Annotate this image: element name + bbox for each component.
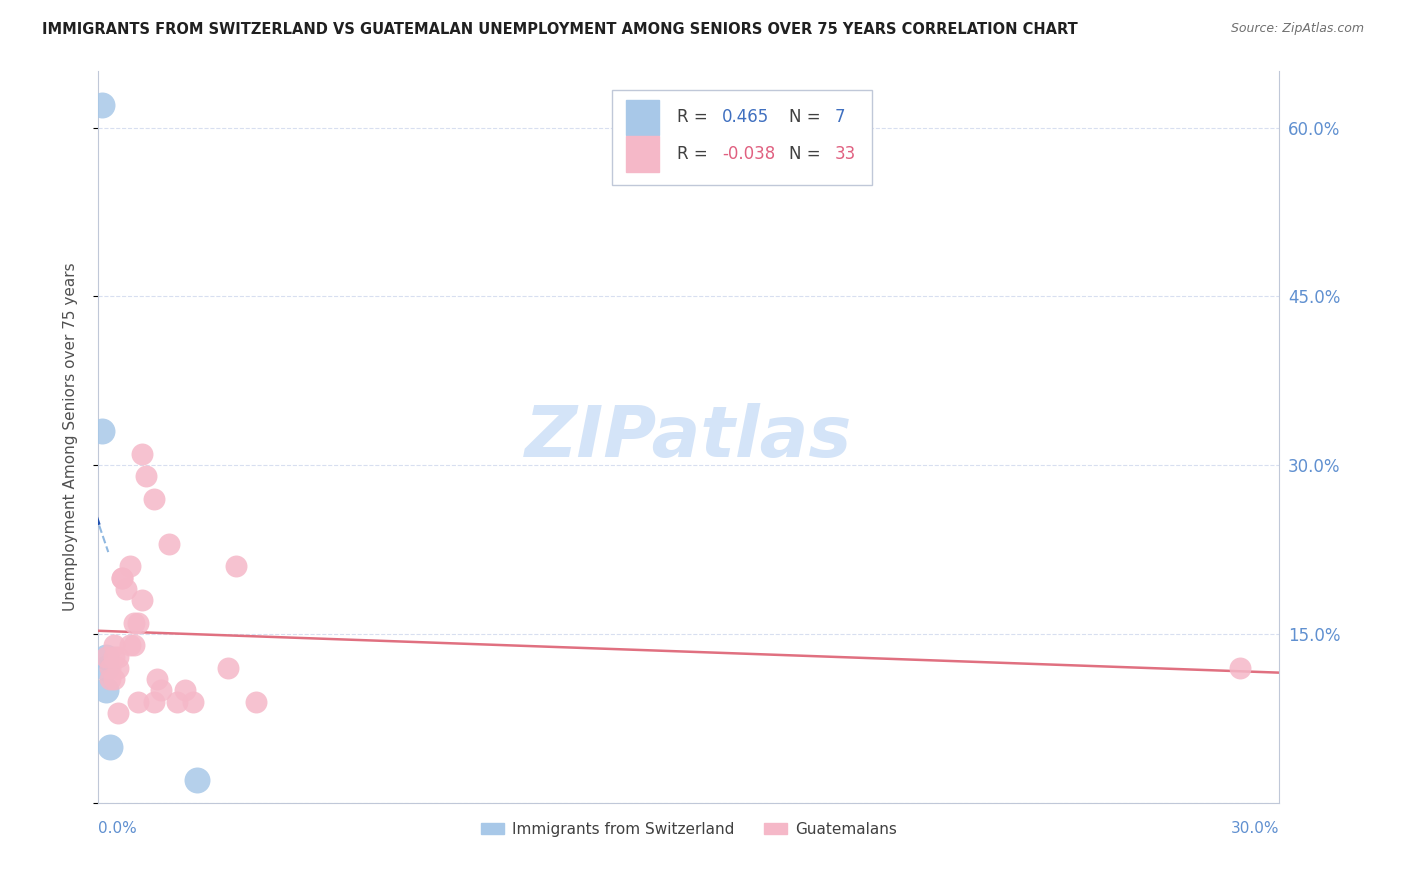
Point: [142, 491, 165, 506]
Point: [115, 582, 138, 596]
Point: [225, 559, 247, 574]
Text: 0.465: 0.465: [723, 109, 769, 127]
Bar: [626, 100, 659, 135]
Text: -0.038: -0.038: [723, 145, 775, 163]
Point: [150, 683, 173, 698]
Point: [107, 706, 129, 720]
Point: [118, 638, 141, 652]
Point: [217, 661, 239, 675]
Point: [146, 672, 169, 686]
Text: IMMIGRANTS FROM SWITZERLAND VS GUATEMALAN UNEMPLOYMENT AMONG SENIORS OVER 75 YEA: IMMIGRANTS FROM SWITZERLAND VS GUATEMALA…: [42, 22, 1078, 37]
Point: [157, 537, 180, 551]
Text: R =: R =: [678, 145, 713, 163]
Text: N =: N =: [789, 145, 827, 163]
Point: [98, 739, 121, 754]
Text: 7: 7: [834, 109, 845, 127]
Point: [91, 98, 114, 112]
Point: [245, 694, 267, 708]
Text: 33: 33: [834, 145, 855, 163]
Point: [127, 615, 149, 630]
Point: [96, 683, 118, 698]
Text: N =: N =: [789, 109, 827, 127]
Point: [118, 559, 141, 574]
Point: [111, 571, 134, 585]
Point: [174, 683, 197, 698]
Point: [103, 649, 125, 664]
Point: [91, 425, 114, 439]
Point: [122, 638, 145, 652]
Bar: [612, 89, 872, 185]
Point: [122, 615, 145, 630]
Point: [127, 694, 149, 708]
Bar: [626, 136, 659, 171]
Text: R =: R =: [678, 109, 713, 127]
Legend: Immigrants from Switzerland, Guatemalans: Immigrants from Switzerland, Guatemalans: [475, 815, 903, 843]
Point: [111, 571, 134, 585]
Point: [107, 649, 129, 664]
Point: [98, 661, 121, 675]
Point: [103, 672, 125, 686]
Point: [181, 694, 204, 708]
Point: [96, 649, 118, 664]
Point: [131, 593, 153, 607]
Point: [107, 661, 129, 675]
Point: [96, 661, 118, 675]
Text: ZIPatlas: ZIPatlas: [526, 402, 852, 472]
Text: 0.0%: 0.0%: [98, 821, 138, 836]
Text: Source: ZipAtlas.com: Source: ZipAtlas.com: [1230, 22, 1364, 36]
Point: [135, 469, 157, 483]
Y-axis label: Unemployment Among Seniors over 75 years: Unemployment Among Seniors over 75 years: [63, 263, 77, 611]
Point: [131, 447, 153, 461]
Point: [96, 649, 118, 664]
Point: [1229, 661, 1251, 675]
Point: [103, 638, 125, 652]
Text: 30.0%: 30.0%: [1232, 821, 1279, 836]
Point: [186, 773, 208, 788]
Point: [142, 694, 165, 708]
Point: [166, 694, 188, 708]
Point: [98, 672, 121, 686]
